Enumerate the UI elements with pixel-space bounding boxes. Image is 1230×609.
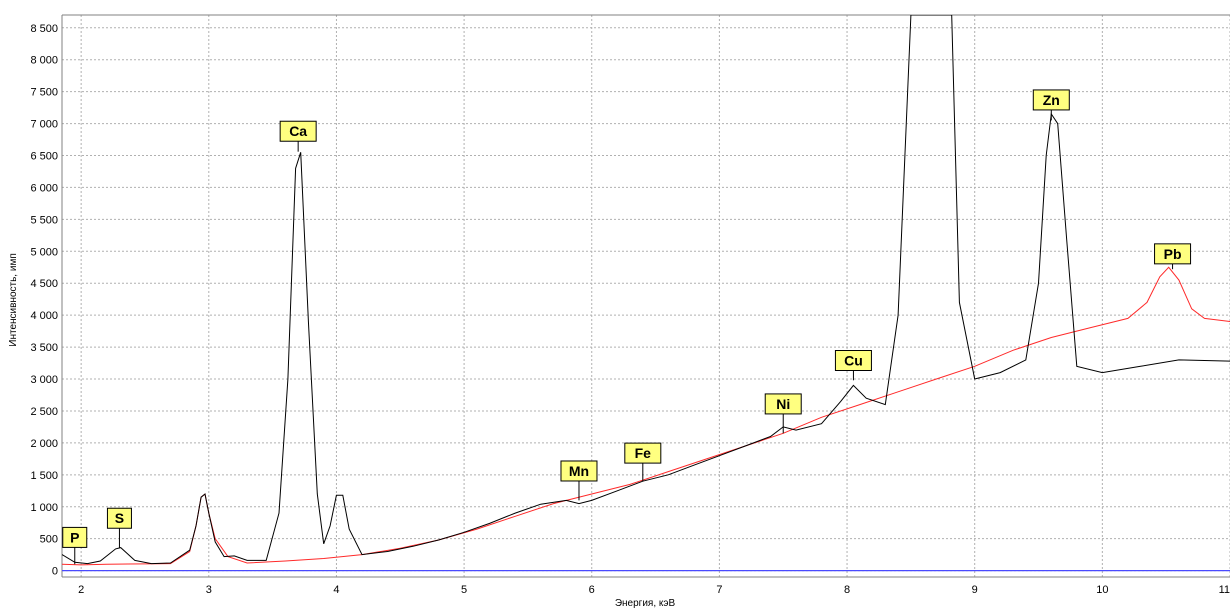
y-tick-label: 6 000 (30, 182, 58, 194)
series-reference-line (62, 266, 1230, 566)
y-axis-label: Интенсивность, имп (8, 253, 19, 346)
y-tick-label: 7 000 (30, 119, 58, 131)
label-box (1154, 243, 1192, 265)
x-tick-label: 3 (206, 584, 212, 596)
x-tick-label: 4 (333, 584, 339, 596)
x-tick-label: 10 (1096, 584, 1108, 596)
x-tick-label: 6 (589, 584, 595, 596)
y-tick-label: 8 500 (30, 23, 58, 35)
y-tick-label: 6 500 (30, 151, 58, 163)
x-tick-label: 5 (461, 584, 467, 596)
tick-labels: 2 3 4 5 6 7 8 9 10 11 0 500 1 000 1 500 2 000 2 500 3 00… (30, 23, 1230, 596)
element-label-ca: Ca (279, 120, 317, 152)
label-box (834, 350, 872, 372)
element-label-fe: Fe (624, 442, 662, 482)
element-symbol: Zn (1043, 92, 1060, 108)
series-sample-line (62, 15, 1230, 565)
axes (61, 14, 1230, 578)
y-tick-label: 4 500 (30, 278, 58, 290)
x-tick-label: 9 (972, 584, 978, 596)
element-symbol: Fe (635, 445, 652, 461)
y-tick-label: 0 (52, 566, 58, 578)
element-symbol: S (115, 510, 124, 526)
label-box (62, 526, 88, 548)
x-tick-label: 2 (78, 584, 84, 596)
y-tick-label: 500 (40, 534, 58, 546)
y-tick-label: 7 500 (30, 87, 58, 99)
label-box (279, 120, 317, 142)
element-symbol: Ni (776, 396, 790, 412)
y-tick-label: 2 000 (30, 438, 58, 450)
element-label-s: S (106, 507, 132, 549)
element-symbol: Mn (569, 463, 589, 479)
element-label-cu: Cu (834, 350, 872, 381)
element-symbol: Cu (844, 353, 863, 369)
x-tick-label: 11 (1219, 584, 1230, 596)
label-box (106, 507, 132, 529)
y-tick-label: 3 000 (30, 374, 58, 386)
y-tick-label: 3 500 (30, 342, 58, 354)
element-symbol: Pb (1164, 246, 1182, 262)
y-tick-label: 1 000 (30, 502, 58, 514)
element-annotations: P S Ca Mn Fe Ni Cu Zn Pb (62, 89, 1192, 565)
label-box (560, 460, 598, 482)
x-axis-label: Энергия, кэВ (615, 598, 676, 609)
grid (62, 15, 1230, 577)
label-box (1032, 89, 1070, 111)
label-box (624, 442, 662, 464)
label-box (764, 393, 802, 415)
y-tick-label: 1 500 (30, 470, 58, 482)
element-symbol: P (70, 529, 79, 545)
series-lines (62, 15, 1230, 566)
y-tick-label: 5 500 (30, 214, 58, 226)
y-tick-label: 5 000 (30, 246, 58, 258)
element-symbol: Ca (289, 123, 307, 139)
y-tick-label: 4 000 (30, 310, 58, 322)
element-label-zn: Zn (1032, 89, 1070, 121)
element-label-ni: Ni (764, 393, 802, 434)
y-tick-label: 2 500 (30, 406, 58, 418)
element-label-pb: Pb (1154, 243, 1192, 270)
x-tick-label: 7 (716, 584, 722, 596)
y-tick-label: 8 000 (30, 55, 58, 67)
element-label-mn: Mn (560, 460, 598, 501)
x-tick-label: 8 (844, 584, 850, 596)
element-label-p: P (62, 526, 88, 565)
